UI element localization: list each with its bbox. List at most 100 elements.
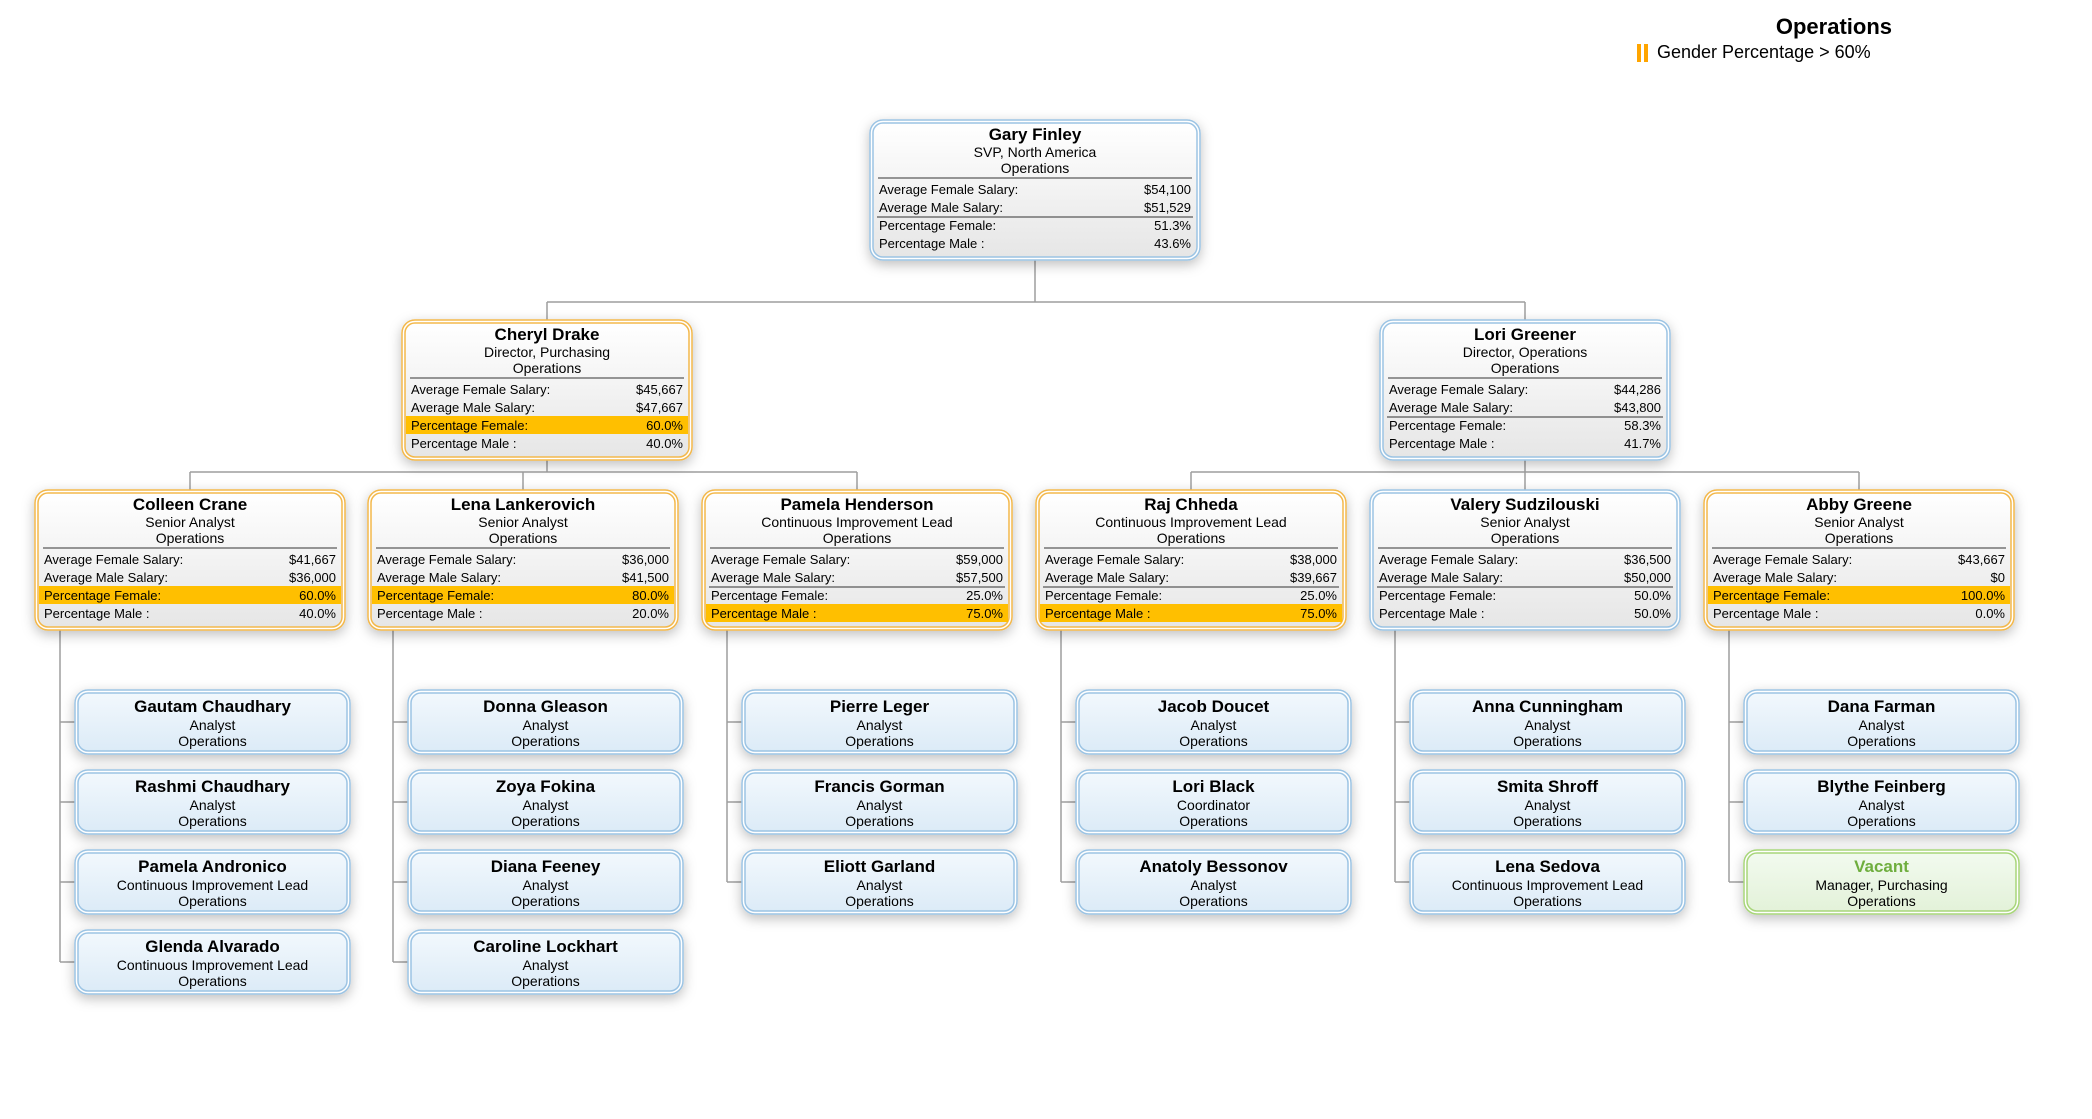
org-node: Lena LankerovichSenior AnalystOperations… bbox=[368, 490, 678, 630]
node-title: Director, Operations bbox=[1463, 344, 1588, 360]
stat-value: $47,667 bbox=[636, 400, 683, 415]
org-leaf: Diana FeeneyAnalystOperations bbox=[408, 850, 683, 914]
leaf-dept: Operations bbox=[511, 893, 579, 909]
stat-value: $38,000 bbox=[1290, 552, 1337, 567]
nodes-layer: Gary FinleySVP, North AmericaOperationsA… bbox=[35, 120, 2019, 994]
leaf-dept: Operations bbox=[1847, 893, 1915, 909]
leaf-title: Analyst bbox=[857, 797, 903, 813]
org-leaf: Dana FarmanAnalystOperations bbox=[1744, 690, 2019, 754]
leaf-dept: Operations bbox=[1179, 893, 1247, 909]
leaf-name: Vacant bbox=[1854, 857, 1909, 876]
leaf-name: Gautam Chaudhary bbox=[134, 697, 291, 716]
stat-value: $41,500 bbox=[622, 570, 669, 585]
leaf-title: Manager, Purchasing bbox=[1815, 877, 1947, 893]
node-name: Abby Greene bbox=[1806, 495, 1912, 514]
stat-value: $51,529 bbox=[1144, 200, 1191, 215]
leaf-dept: Operations bbox=[845, 893, 913, 909]
leaf-name: Anatoly Bessonov bbox=[1139, 857, 1288, 876]
stat-value: 100.0% bbox=[1961, 588, 2006, 603]
stat-value: 75.0% bbox=[966, 606, 1003, 621]
leaf-dept: Operations bbox=[845, 733, 913, 749]
leaf-dept: Operations bbox=[1179, 813, 1247, 829]
org-node: Pamela HendersonContinuous Improvement L… bbox=[702, 490, 1012, 630]
node-dept: Operations bbox=[1491, 530, 1559, 546]
node-name: Colleen Crane bbox=[133, 495, 247, 514]
stat-value: 50.0% bbox=[1634, 588, 1671, 603]
leaf-dept: Operations bbox=[178, 813, 246, 829]
leaf-dept: Operations bbox=[511, 973, 579, 989]
org-leaf: Lena SedovaContinuous Improvement LeadOp… bbox=[1410, 850, 1685, 914]
legend-swatch-icon bbox=[1637, 44, 1641, 62]
stat-label: Percentage Female: bbox=[1389, 418, 1506, 433]
org-leaf: Eliott GarlandAnalystOperations bbox=[742, 850, 1017, 914]
stat-label: Percentage Female: bbox=[1379, 588, 1496, 603]
stat-label: Average Male Salary: bbox=[44, 570, 168, 585]
stat-value: 60.0% bbox=[299, 588, 336, 603]
node-title: Continuous Improvement Lead bbox=[761, 514, 952, 530]
leaf-title: Coordinator bbox=[1177, 797, 1250, 813]
stat-value: $50,000 bbox=[1624, 570, 1671, 585]
stat-value: $57,500 bbox=[956, 570, 1003, 585]
stat-label: Percentage Male : bbox=[1379, 606, 1485, 621]
stat-value: $0 bbox=[1991, 570, 2005, 585]
leaf-title: Analyst bbox=[1859, 717, 1905, 733]
leaf-dept: Operations bbox=[178, 973, 246, 989]
stat-value: 75.0% bbox=[1300, 606, 1337, 621]
stat-label: Percentage Male : bbox=[377, 606, 483, 621]
node-title: SVP, North America bbox=[974, 144, 1097, 160]
leaf-name: Blythe Feinberg bbox=[1817, 777, 1945, 796]
stat-value: $39,667 bbox=[1290, 570, 1337, 585]
stat-value: $43,667 bbox=[1958, 552, 2005, 567]
stat-label: Percentage Male : bbox=[711, 606, 817, 621]
stat-label: Average Female Salary: bbox=[377, 552, 516, 567]
org-leaf: Smita ShroffAnalystOperations bbox=[1410, 770, 1685, 834]
node-title: Senior Analyst bbox=[1480, 514, 1570, 530]
stat-label: Percentage Male : bbox=[1389, 436, 1495, 451]
leaf-dept: Operations bbox=[1513, 733, 1581, 749]
stat-value: 60.0% bbox=[646, 418, 683, 433]
stat-label: Percentage Female: bbox=[1713, 588, 1830, 603]
leaf-dept: Operations bbox=[1847, 733, 1915, 749]
leaf-name: Caroline Lockhart bbox=[473, 937, 618, 956]
org-node: Lori GreenerDirector, OperationsOperatio… bbox=[1380, 320, 1670, 460]
org-leaf: Donna GleasonAnalystOperations bbox=[408, 690, 683, 754]
stat-label: Percentage Female: bbox=[879, 218, 996, 233]
org-chart-svg: Gary FinleySVP, North AmericaOperationsA… bbox=[0, 0, 2092, 1119]
stat-label: Percentage Male : bbox=[44, 606, 150, 621]
node-name: Lori Greener bbox=[1474, 325, 1576, 344]
stat-label: Average Male Salary: bbox=[377, 570, 501, 585]
stat-label: Average Female Salary: bbox=[1713, 552, 1852, 567]
stat-value: 80.0% bbox=[632, 588, 669, 603]
org-leaf: Gautam ChaudharyAnalystOperations bbox=[75, 690, 350, 754]
org-leaf: Rashmi ChaudharyAnalystOperations bbox=[75, 770, 350, 834]
stat-value: 41.7% bbox=[1624, 436, 1661, 451]
org-leaf: Jacob DoucetAnalystOperations bbox=[1076, 690, 1351, 754]
stat-value: $44,286 bbox=[1614, 382, 1661, 397]
stat-label: Average Male Salary: bbox=[1045, 570, 1169, 585]
stat-value: 43.6% bbox=[1154, 236, 1191, 251]
leaf-name: Lori Black bbox=[1172, 777, 1255, 796]
leaf-name: Lena Sedova bbox=[1495, 857, 1600, 876]
org-node: Raj ChhedaContinuous Improvement LeadOpe… bbox=[1036, 490, 1346, 630]
stat-label: Average Female Salary: bbox=[711, 552, 850, 567]
node-dept: Operations bbox=[1157, 530, 1225, 546]
node-name: Gary Finley bbox=[989, 125, 1082, 144]
node-title: Senior Analyst bbox=[1814, 514, 1904, 530]
leaf-title: Continuous Improvement Lead bbox=[117, 957, 308, 973]
stat-label: Percentage Female: bbox=[44, 588, 161, 603]
org-node: Gary FinleySVP, North AmericaOperationsA… bbox=[870, 120, 1200, 260]
leaf-title: Analyst bbox=[1191, 717, 1237, 733]
stat-value: $54,100 bbox=[1144, 182, 1191, 197]
stat-label: Average Male Salary: bbox=[1379, 570, 1503, 585]
stat-label: Percentage Female: bbox=[711, 588, 828, 603]
node-name: Pamela Henderson bbox=[780, 495, 933, 514]
stat-value: $59,000 bbox=[956, 552, 1003, 567]
stat-value: $36,000 bbox=[622, 552, 669, 567]
stat-label: Average Female Salary: bbox=[879, 182, 1018, 197]
leaf-dept: Operations bbox=[1513, 893, 1581, 909]
leaf-title: Analyst bbox=[1859, 797, 1905, 813]
org-leaf: Anatoly BessonovAnalystOperations bbox=[1076, 850, 1351, 914]
stat-value: 50.0% bbox=[1634, 606, 1671, 621]
leaf-dept: Operations bbox=[511, 733, 579, 749]
leaf-title: Analyst bbox=[1191, 877, 1237, 893]
